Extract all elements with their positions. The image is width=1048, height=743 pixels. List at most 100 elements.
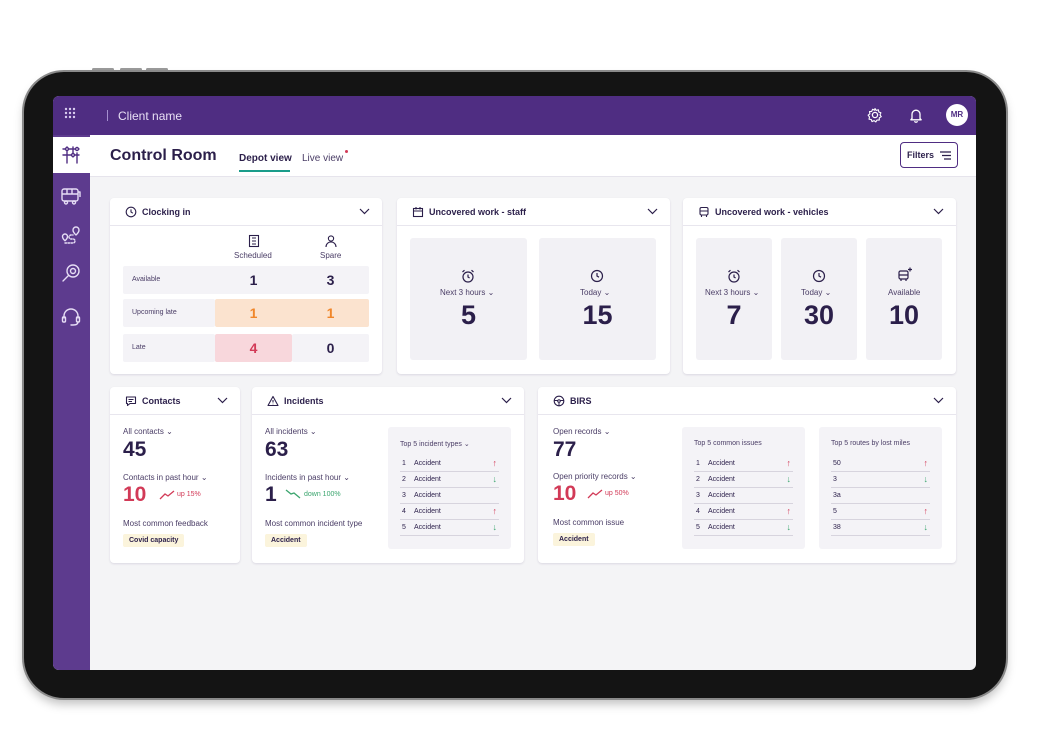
arrow-down-icon: ↓ [923,522,929,532]
tab-live-view[interactable]: Live view [302,153,344,164]
panel-title: Top 5 common issues [694,440,762,447]
column-spare: Spare [320,251,342,260]
client-name[interactable]: Client name [118,109,183,123]
tile-label: Next 3 hours ⌄ [705,288,760,297]
feedback-tag: Covid capacity [123,534,185,547]
arrow-down-icon: ↓ [786,522,792,532]
spare-value: 0 [326,340,335,356]
card-title: Clocking in [142,207,191,217]
bus-front-icon [699,206,709,217]
app-screen: Client name MR [53,96,976,670]
scheduled-value: 1 [249,305,258,321]
list-item: 3 ↓ [831,472,930,488]
top-routes-panel: Top 5 routes by lost miles 50 ↑ 3 ↓ 3a 5 ↑ … [819,427,942,549]
control-room-icon [62,146,80,164]
list-item: 5 Accident ↓ [694,520,793,536]
page-header: Control Room Depot view Live view Filter… [90,135,976,177]
open-records-value: 77 [553,438,577,461]
card-header: BIRS [538,387,956,415]
incident-type-label: Most common incident type [265,519,363,528]
tile-label: Today ⌄ [580,288,611,297]
card-title: Uncovered work - vehicles [715,207,829,217]
history-clock-icon [590,269,604,283]
tile-label: Next 3 hours ⌄ [440,288,495,297]
chevron-down-icon[interactable] [933,397,944,404]
list-item: 5 Accident ↓ [400,520,499,536]
list-item: 4 Accident ↑ [694,504,793,520]
scheduled-value: 1 [249,272,258,288]
tile-label: Available [888,288,921,297]
scheduled-value: 4 [249,340,258,356]
tile-value: 5 [460,300,477,330]
scheduled-icon [248,234,260,248]
card-header: Clocking in [110,198,382,226]
alarm-clock-icon [462,269,474,283]
card-title: Contacts [142,396,181,406]
all-contacts-label[interactable]: All contacts ⌄ [123,427,173,436]
arrow-up-icon: ↑ [923,506,929,516]
metric-tile[interactable] [410,238,527,360]
danger-cell [215,334,292,362]
route-icon[interactable] [59,223,83,247]
arrow-up-icon: ↑ [492,506,498,516]
contacts-card: Contacts All contacts ⌄ 45 Contacts in p… [110,387,240,563]
avatar[interactable]: MR [946,104,968,126]
sidebar-item-control-room[interactable] [53,137,90,173]
chevron-down-icon[interactable] [933,208,944,215]
priority-records-label[interactable]: Open priority records ⌄ [553,472,637,481]
card-header: Uncovered work - vehicles [683,198,956,226]
grid-icon[interactable] [63,106,77,120]
top-bar: Client name MR [53,96,976,135]
person-icon [325,235,337,248]
settings-icon[interactable] [866,106,884,124]
metric-tile[interactable] [781,238,857,360]
tile-value: 7 [726,300,742,330]
incidents-hour-value: 1 [265,483,277,506]
common-issue-tag: Accident [553,533,595,546]
all-contacts-value: 45 [123,438,147,461]
arrow-up-icon: ↑ [492,458,498,468]
all-incidents-label[interactable]: All incidents ⌄ [265,427,317,436]
open-records-label[interactable]: Open records ⌄ [553,427,611,436]
uncovered-staff-card: Uncovered work - staff Next 3 hours ⌄ 5 … [397,198,670,374]
headset-icon[interactable] [59,305,83,329]
row-label: Late [132,344,146,351]
top-common-issues-panel: Top 5 common issues 1 Accident ↑ 2 Accident… [682,427,805,549]
trend-label: up 50% [605,490,629,497]
contacts-hour-label[interactable]: Contacts in past hour ⌄ [123,473,208,482]
list-item: 2 Accident ↓ [694,472,793,488]
bell-icon[interactable] [907,106,925,124]
arrow-up-icon: ↑ [786,506,792,516]
list-item: 3 Accident [694,488,793,504]
filters-button[interactable]: Filters [900,142,958,168]
metric-tile[interactable] [866,238,942,360]
table-row [123,266,369,294]
incident-type-tag: Accident [265,534,307,547]
incidents-hour-label[interactable]: Incidents in past hour ⌄ [265,473,350,482]
bus-add-icon [898,267,912,281]
card-header: Contacts [110,387,240,415]
history-clock-icon [812,269,826,283]
chevron-down-icon[interactable] [647,208,658,215]
metric-tile[interactable] [539,238,656,360]
bus-icon[interactable] [59,184,83,208]
chevron-down-icon[interactable] [217,397,228,404]
panel-title[interactable]: Top 5 incident types ⌄ [400,441,470,448]
sidebar [53,135,90,670]
chevron-down-icon[interactable] [501,397,512,404]
metric-tile[interactable] [696,238,772,360]
steering-wheel-icon [553,395,565,407]
filter-lines-icon [940,151,951,160]
common-issue-label: Most common issue [553,518,625,527]
filters-label: Filters [907,150,935,160]
list-item: 2 Accident ↓ [400,472,499,488]
spare-value: 3 [326,272,335,288]
chevron-down-icon[interactable] [359,208,370,215]
list-item: 4 Accident ↑ [400,504,499,520]
tile-value: 15 [582,300,613,330]
tab-depot-view[interactable]: Depot view [239,153,292,164]
warning-cells [215,299,369,327]
page-title: Control Room [110,147,217,164]
list-item: 1 Accident ↑ [694,456,793,472]
search-icon[interactable] [59,262,83,286]
